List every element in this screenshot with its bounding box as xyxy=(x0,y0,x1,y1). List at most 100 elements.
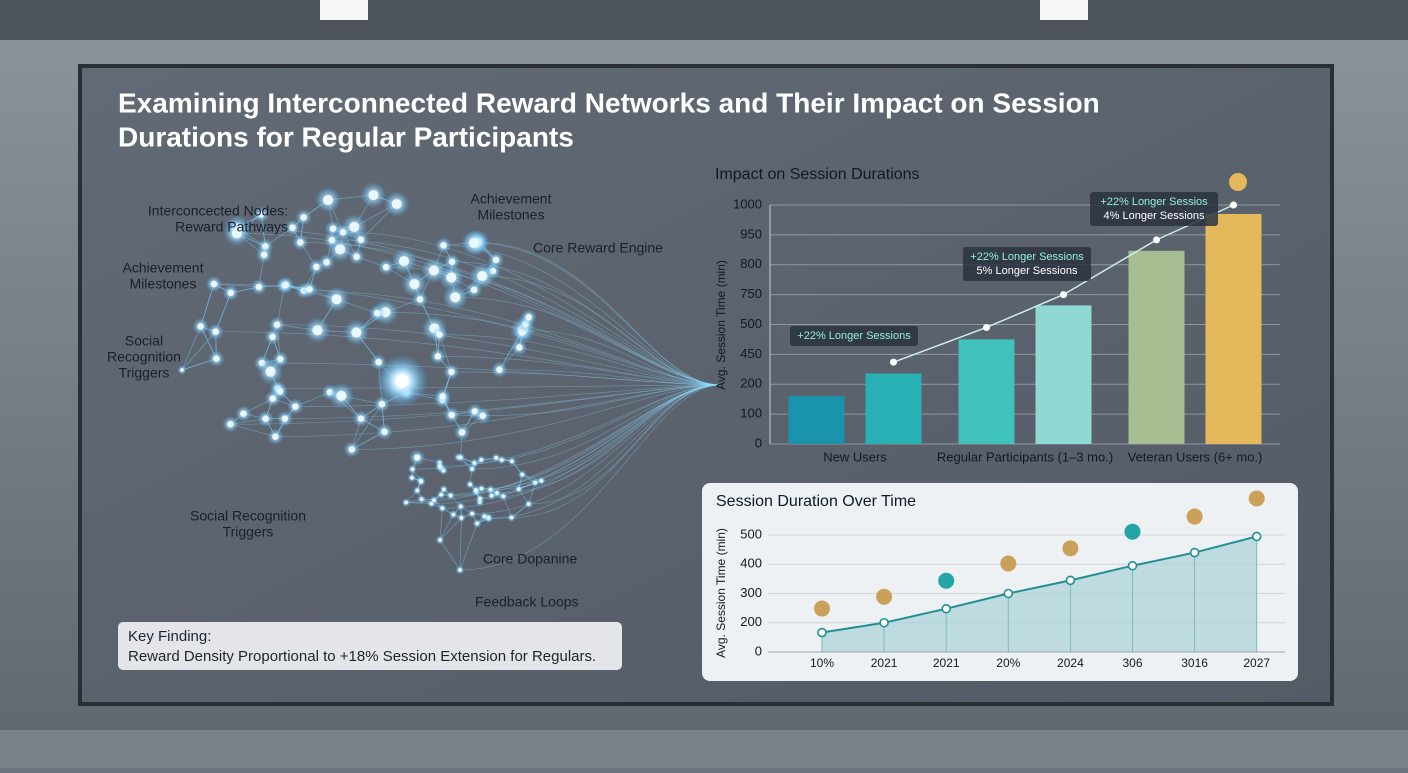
annotation-text: +22% Longer Sessios xyxy=(1100,196,1208,208)
x-tick-label: 306 xyxy=(1122,656,1142,670)
network-node xyxy=(415,489,419,493)
network-node xyxy=(438,538,442,542)
x-tick-label: New Users xyxy=(823,449,887,464)
network-label: Social Recognition xyxy=(190,508,306,524)
network-node xyxy=(458,568,462,572)
network-node xyxy=(489,488,493,492)
network-node xyxy=(379,401,385,407)
x-tick-label: 20% xyxy=(996,656,1020,670)
network-node xyxy=(540,479,544,483)
core-node xyxy=(395,374,409,388)
award-icon xyxy=(1062,540,1078,556)
network-node xyxy=(493,257,499,263)
network-node xyxy=(358,415,364,421)
network-node xyxy=(475,522,479,526)
x-tick-label: 2024 xyxy=(1057,656,1084,670)
network-label: Milestones xyxy=(478,207,545,223)
bar xyxy=(1206,214,1262,444)
x-tick-label: Veteran Users (6+ mo.) xyxy=(1128,449,1263,464)
point xyxy=(1066,576,1074,584)
network-label: Feedback Loops xyxy=(475,594,579,610)
network-node xyxy=(516,344,522,350)
network-label: Achievement xyxy=(123,260,204,276)
annotation-text: 5% Longer Sessions xyxy=(977,265,1078,277)
network-node xyxy=(211,281,217,287)
network-node xyxy=(480,413,486,419)
award-icon xyxy=(1229,173,1247,191)
trend-point xyxy=(983,324,990,331)
network-node xyxy=(180,368,184,372)
network-node xyxy=(517,487,521,491)
network-node xyxy=(240,410,246,416)
bar xyxy=(1129,251,1185,444)
network-label: Core Reward Engine xyxy=(533,240,663,256)
network-node xyxy=(349,446,355,452)
y-tick-label: 0 xyxy=(755,643,762,658)
key-finding-heading: Key Finding: xyxy=(128,628,211,645)
network-node xyxy=(313,264,319,270)
network-node xyxy=(526,314,532,320)
point xyxy=(1253,532,1261,540)
network-node xyxy=(404,501,408,505)
bar xyxy=(866,373,922,444)
network-label: Achievement xyxy=(471,191,552,207)
network-label: Social xyxy=(125,333,163,349)
point xyxy=(1129,562,1137,570)
network-node xyxy=(228,290,234,296)
x-tick-label: Regular Participants (1–3 mo.) xyxy=(937,449,1113,464)
network-node xyxy=(261,252,267,258)
point xyxy=(818,629,826,637)
annotation-text: +22% Longer Sessions xyxy=(970,251,1084,263)
award-icon xyxy=(814,601,830,617)
network-label: Interconcected Nodes: xyxy=(148,203,288,219)
trend-point xyxy=(1230,202,1237,209)
network-label: Core Dopanine xyxy=(483,551,577,567)
network-node xyxy=(477,271,487,281)
network-node xyxy=(375,359,381,365)
award-icon xyxy=(1187,509,1203,525)
y-tick-label: 200 xyxy=(740,614,762,629)
network-node xyxy=(274,321,280,327)
network-node xyxy=(269,334,275,340)
network-node xyxy=(478,497,482,501)
network-node xyxy=(213,356,219,362)
network-node xyxy=(502,494,506,498)
network-node xyxy=(312,325,322,335)
network-node xyxy=(381,428,387,434)
network-node xyxy=(429,265,439,275)
network-node xyxy=(469,238,479,248)
network-node xyxy=(473,461,477,465)
network-node xyxy=(262,416,268,422)
network-node xyxy=(440,242,446,248)
network-node xyxy=(448,369,454,375)
network-node xyxy=(442,488,446,492)
floor xyxy=(0,730,1408,768)
chart-title: Session Duration Over Time xyxy=(716,493,916,510)
network-node xyxy=(420,497,424,501)
title-line: Durations for Regular Participants xyxy=(118,121,574,152)
ceiling xyxy=(0,0,1408,40)
network-node xyxy=(470,467,474,471)
network-label: Recognition xyxy=(107,349,181,365)
network-node xyxy=(340,229,346,235)
network-node xyxy=(460,516,464,520)
network-node xyxy=(297,239,303,245)
network-label: Triggers xyxy=(119,365,170,381)
y-axis-label: Avg. Session Time (min) xyxy=(714,528,728,658)
network-node xyxy=(470,512,474,516)
network-node xyxy=(533,481,537,485)
network-node xyxy=(197,323,203,329)
y-tick-label: 800 xyxy=(740,256,762,271)
point xyxy=(880,619,888,627)
network-node xyxy=(417,296,423,302)
network-node xyxy=(483,515,487,519)
award-icon xyxy=(1125,524,1141,540)
network-node xyxy=(479,458,483,462)
annotation-text: +22% Longer Sessions xyxy=(797,330,911,342)
y-tick-label: 500 xyxy=(740,316,762,331)
ceiling-light xyxy=(320,0,368,20)
network-node xyxy=(227,421,233,427)
network-node xyxy=(474,488,478,492)
network-node xyxy=(323,195,333,205)
